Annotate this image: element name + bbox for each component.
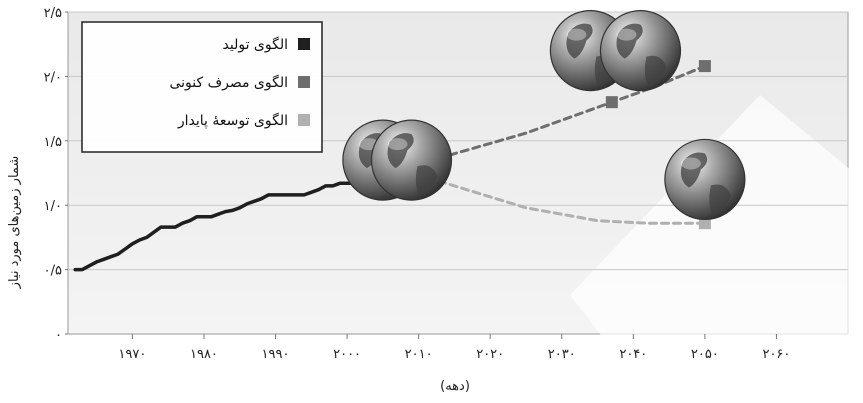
x-tick-label: ۱۹۹۰ [262,347,290,362]
x-tick-label: ۲۰۶۰ [762,347,790,362]
series-marker-1 [698,60,711,73]
y-tick-label: ۲/۵ [44,6,62,21]
legend-box [81,21,323,153]
x-tick-label: ۲۰۴۰ [619,347,647,362]
globe-icon [664,138,746,221]
y-tick-label: ۰/۵ [44,264,62,279]
series-marker-2 [698,217,711,230]
x-tick-label: ۲۰۳۰ [548,347,576,362]
legend-label: الگوی مصرف کنونی [169,74,288,91]
x-tick-label: ۲۰۰۰ [333,347,361,362]
y-tick-label: ۰ [55,328,62,343]
y-tick-label: ۲/۰ [44,70,62,85]
legend-swatch [298,38,310,50]
legend-label: الگوی توسعهٔ پایدار [177,112,288,129]
legend: الگوی تولید الگوی مصرف کنونی الگوی توسعهٔ … [81,21,323,153]
series-line-2 [402,168,707,225]
legend-swatch [298,114,310,126]
y-axis-label: شمار زمین‌های مورد نیاز [7,156,22,290]
x-tick-label: ۱۹۸۰ [190,347,218,362]
globe-icon [370,119,453,201]
x-tick-label: ۲۰۲۰ [476,347,504,362]
series-marker-1 [605,96,618,109]
legend-label: الگوی تولید [223,36,289,53]
legend-swatch [298,76,310,88]
series-line-0 [73,168,407,272]
globe-icon [599,10,682,92]
x-axis-label: (دهه) [440,379,470,394]
x-tick-label: ۲۰۵۰ [691,347,719,362]
x-tick-label: ۲۰۱۰ [405,347,433,362]
y-tick-label: ۱/۵ [44,135,62,150]
y-tick-label: ۱/۰ [44,199,62,214]
background-decoration [570,95,863,399]
x-tick-label: ۱۹۷۰ [118,347,146,362]
